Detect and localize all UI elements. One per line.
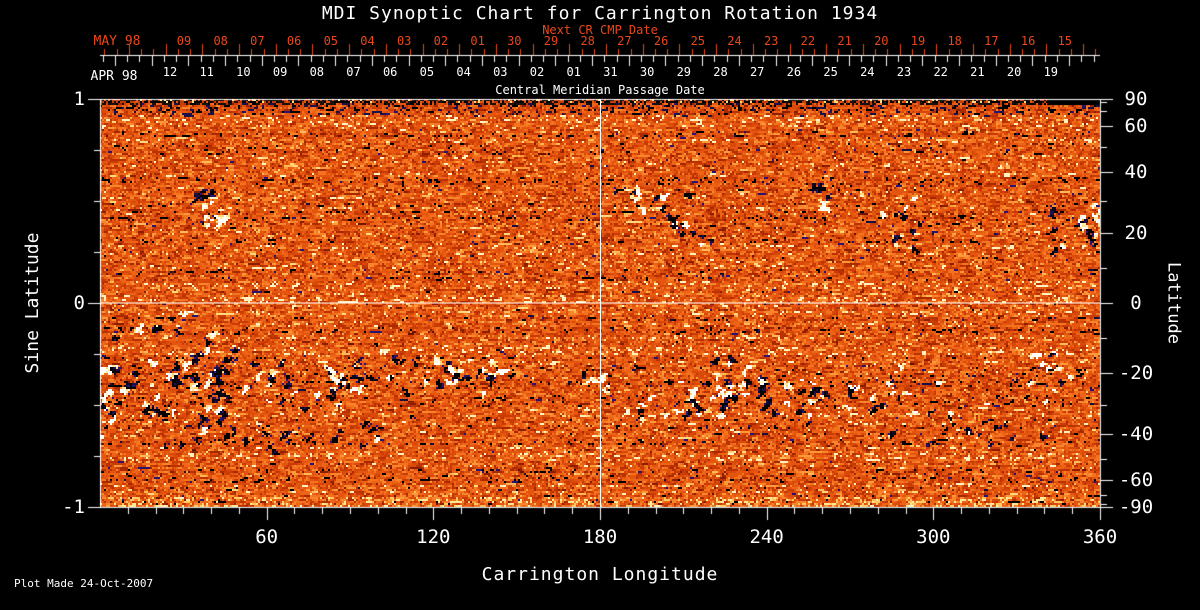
top-axis-date-label: 26 xyxy=(653,34,669,48)
top-axis-date-label: 05 xyxy=(323,34,339,48)
cmp-axis-date-label: 26 xyxy=(786,65,802,79)
plot-made-timestamp: Plot Made 24-Oct-2007 xyxy=(14,577,154,590)
cmp-axis-date-label: 19 xyxy=(1043,65,1059,79)
cmp-axis-date-label: 08 xyxy=(309,65,325,79)
top-axis-date-label: 09 xyxy=(176,34,192,48)
x-axis-tick-label: 300 xyxy=(916,526,951,548)
top-axis-date-label: 28 xyxy=(580,34,595,48)
cmp-axis-date-label: 11 xyxy=(199,65,214,79)
cmp-axis-date-label: 02 xyxy=(529,65,545,79)
y-right-tick-label: -20 xyxy=(1118,362,1154,384)
apr-98-month-label: APR 98 xyxy=(90,69,138,84)
top-axis-date-label: 20 xyxy=(874,34,889,48)
x-axis-tick-label: 120 xyxy=(416,526,451,548)
magnetogram-canvas xyxy=(100,99,1100,507)
x-axis-tick-label: 180 xyxy=(582,526,618,548)
cmp-axis-date-label: 10 xyxy=(236,65,251,79)
top-axis-date-label: 30 xyxy=(507,34,522,48)
x-axis-tick-label: 360 xyxy=(1082,526,1118,548)
top-axis-date-label: 23 xyxy=(763,34,779,48)
cmp-axis-date-label: 30 xyxy=(639,65,655,79)
top-axis-date-label: 21 xyxy=(837,34,852,48)
cmp-axis-date-label: 24 xyxy=(860,65,875,79)
y-left-tick-label: 0 xyxy=(73,292,85,314)
cmp-axis-date-label: 28 xyxy=(713,65,728,79)
y-left-tick-label: -1 xyxy=(62,496,85,518)
top-axis-date-label: 25 xyxy=(690,34,706,48)
y-left-axis-title: Sine Latitude xyxy=(22,232,43,374)
top-axis-date-label: 16 xyxy=(1020,34,1036,48)
y-right-axis-title: Latitude xyxy=(1163,262,1184,344)
cmp-axis-date-label: 06 xyxy=(382,65,398,79)
cmp-axis-date-label: 04 xyxy=(456,65,471,79)
top-axis-date-label: 19 xyxy=(910,34,926,48)
cmp-axis-date-label: 20 xyxy=(1006,65,1022,79)
x-axis-title: Carrington Longitude xyxy=(481,564,719,585)
top-axis-date-label: 17 xyxy=(984,34,999,48)
y-right-tick-label: 20 xyxy=(1124,222,1148,244)
may-98-month-label: MAY 98 xyxy=(93,34,141,49)
cmp-axis-title: Central Meridian Passage Date xyxy=(495,83,705,97)
top-axis-date-label: 03 xyxy=(396,34,412,48)
top-axis-date-label: 24 xyxy=(727,34,742,48)
cmp-axis-date-label: 07 xyxy=(346,65,361,79)
cmp-axis-date-label: 29 xyxy=(676,65,692,79)
y-right-tick-label: -60 xyxy=(1118,469,1154,491)
y-right-tick-label: -90 xyxy=(1118,496,1154,518)
top-axis-date-label: 07 xyxy=(250,34,265,48)
cmp-axis-date-label: 05 xyxy=(419,65,435,79)
top-axis-date-label: 02 xyxy=(433,34,449,48)
top-axis-date-label: 01 xyxy=(470,34,485,48)
next-cr-axis-title: Next CR CMP Date xyxy=(542,23,658,37)
top-axis-date-label: 08 xyxy=(213,34,228,48)
x-axis-tick-label: 60 xyxy=(255,526,279,548)
top-axis-date-label: 22 xyxy=(800,34,816,48)
top-axis-date-label: 04 xyxy=(360,34,375,48)
cmp-axis-date-label: 27 xyxy=(749,65,765,79)
cmp-axis-date-label: 21 xyxy=(970,65,985,79)
top-axis-date-label: 18 xyxy=(947,34,962,48)
top-axis-date-label: 15 xyxy=(1057,34,1073,48)
chart-title: MDI Synoptic Chart for Carrington Rotati… xyxy=(321,3,879,24)
cmp-axis-date-label: 31 xyxy=(603,65,618,79)
y-right-tick-label: -40 xyxy=(1118,423,1154,445)
cmp-axis-date-label: 22 xyxy=(933,65,948,79)
cmp-axis-date-label: 03 xyxy=(493,65,508,79)
y-right-tick-label: 0 xyxy=(1130,292,1142,314)
top-axis-date-label: 27 xyxy=(617,34,632,48)
cmp-axis-date-label: 09 xyxy=(272,65,288,79)
cmp-axis-date-label: 01 xyxy=(566,65,581,79)
top-axis-date-label: 29 xyxy=(543,34,559,48)
top-axis-date-label: 06 xyxy=(286,34,302,48)
cmp-axis-date-label: 12 xyxy=(162,65,178,79)
y-right-tick-label: 60 xyxy=(1124,115,1148,137)
cmp-axis-date-label: 23 xyxy=(896,65,912,79)
y-right-tick-label: 90 xyxy=(1124,88,1148,110)
cmp-axis-date-label: 25 xyxy=(823,65,838,79)
y-right-tick-label: 40 xyxy=(1124,161,1148,183)
x-axis-tick-label: 240 xyxy=(749,526,784,548)
y-left-tick-label: 1 xyxy=(73,88,85,110)
